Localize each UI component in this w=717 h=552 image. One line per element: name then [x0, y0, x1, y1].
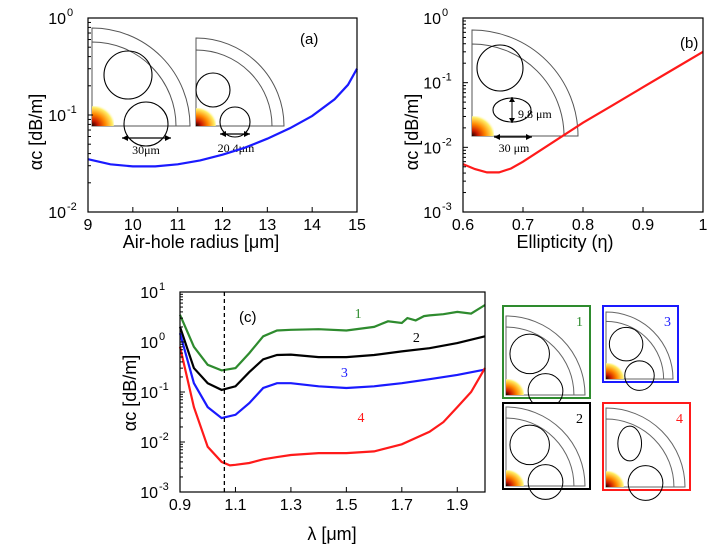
- panel-b-y-tick-exponent: 0: [442, 7, 448, 19]
- panel-a-inset-2: 20.4μm: [195, 37, 285, 155]
- panel-a-inset-1-mode-glyph: [92, 106, 114, 126]
- panel-c-y-tick-label: 10: [140, 335, 158, 352]
- panel-a-series-line: [87, 68, 358, 168]
- panel-a-x-tick-label: 14: [303, 217, 321, 234]
- panel-c-y-tick-exponent: 1: [159, 281, 165, 293]
- panel-a-label: (a): [300, 31, 318, 48]
- panel-b-inset-label-major: 30 μm: [499, 141, 530, 155]
- panel-c-legend-box-2: 2: [502, 402, 591, 500]
- panel-a-chart: αc [dB/m] Air-hole radius [μm] (a) 30μm …: [26, 7, 366, 252]
- panel-b-y-tick-exponent: -1: [442, 72, 452, 84]
- panel-c-curve-label-1: 1: [355, 307, 362, 322]
- panel-a-x-tick-label: 11: [169, 217, 186, 234]
- panel-c-legend-box-1-mode-glyph: [506, 379, 524, 395]
- panel-c-y-tick-label: 10: [140, 285, 158, 302]
- panel-c-y-tick-label: 10: [140, 435, 158, 452]
- panel-c-x-tick-label: 1.9: [446, 497, 468, 514]
- panel-a-y-tick-label: 10: [48, 11, 66, 28]
- panel-a-inset-1-label: 30μm: [132, 143, 160, 157]
- panel-b-x-tick-label: 0.6: [452, 217, 474, 234]
- panel-c-y-tick-exponent: -3: [159, 481, 169, 493]
- panel-b-inset: 9.8 μm 30 μm: [471, 29, 579, 155]
- panel-b-x-tick-label: 0.8: [572, 217, 594, 234]
- panel-c-legend-box-1: 1: [502, 305, 591, 409]
- panel-b-ylabel: αc [dB/m]: [402, 94, 422, 170]
- panel-c-legend-box-1-label: 1: [576, 315, 583, 330]
- panel-b-x-tick-label: 0.7: [512, 217, 534, 234]
- panel-c-label: (c): [239, 309, 257, 326]
- panel-c-plot-frame: [179, 291, 486, 493]
- panel-c-curve-label-3: 3: [341, 366, 348, 381]
- panel-c-x-tick-label: 1.1: [224, 497, 246, 514]
- panel-a-y-tick-exponent: 0: [67, 7, 73, 19]
- panel-c-series-line-2: [178, 326, 486, 392]
- panel-c-y-tick-exponent: 0: [159, 331, 165, 343]
- panel-a-inset-1: 30μm: [91, 27, 191, 157]
- panel-b-y-tick-exponent: -2: [442, 136, 452, 148]
- panel-c-series-line-4: [178, 346, 486, 467]
- panel-a-x-tick-label: 15: [348, 217, 366, 234]
- panel-c-curve-label-2: 2: [413, 331, 420, 346]
- panel-b-y-tick-label: 10: [423, 76, 441, 93]
- panel-b-y-tick-label: 10: [423, 205, 441, 222]
- panel-b-label: (b): [680, 35, 698, 52]
- panel-b-chart: αc [dB/m] Ellipticity (η) (b) 9.8 μm 30 …: [402, 7, 708, 252]
- panel-b-xlabel: Ellipticity (η): [516, 232, 613, 252]
- panel-b-inset-label-minor: 9.8 μm: [518, 107, 552, 121]
- panel-b-plot-frame: [462, 17, 704, 213]
- panel-c-legend-box-3-mode-glyph: [606, 363, 624, 379]
- panel-c-curve-label-4: 4: [357, 411, 364, 426]
- panel-b-y-tick-label: 10: [423, 140, 441, 157]
- panel-a-inset-2-label: 20.4μm: [218, 141, 255, 155]
- panel-b-inset-mode-glyph: [472, 116, 494, 136]
- panel-c-legend-box-3-label: 3: [664, 315, 671, 330]
- panel-c-legend-box-4-label: 4: [676, 412, 683, 427]
- panel-a-y-tick-label: 10: [48, 108, 66, 125]
- panel-c-x-tick-label: 1.5: [335, 497, 357, 514]
- panel-a-x-tick-label: 13: [258, 217, 276, 234]
- panel-a-inset-2-mode-glyph: [196, 108, 216, 126]
- panel-b-y-tick-exponent: -3: [442, 201, 452, 213]
- panel-c-ylabel: αc [dB/m]: [120, 355, 140, 431]
- panel-c-y-tick-exponent: -2: [159, 431, 169, 443]
- panel-b-y-tick-label: 10: [423, 11, 441, 28]
- panel-a-x-tick-label: 12: [214, 217, 232, 234]
- panel-c-y-tick-label: 10: [140, 385, 158, 402]
- panel-b-x-tick-label: 1: [699, 217, 708, 234]
- panel-c-legend-box-3: 3: [602, 305, 679, 391]
- panel-c-y-tick-label: 10: [140, 485, 158, 502]
- panel-c-y-tick-exponent: -1: [159, 381, 169, 393]
- panel-c-legend-box-4: 4: [602, 402, 691, 501]
- panel-a-xlabel: Air-hole radius [μm]: [123, 232, 279, 252]
- panel-c-legend-boxes: 1 3 2 4: [502, 305, 691, 501]
- panel-c-legend-box-4-mode-glyph: [606, 471, 624, 487]
- panel-c-chart: αc [dB/m] λ [μm] (c) 0.9 1.1 1.3 1.5 1.7 1.9 1…: [120, 281, 486, 544]
- panel-c-series-line-1: [178, 304, 486, 372]
- panel-b-series-line: [462, 50, 704, 174]
- panel-a-x-tick-label: 10: [124, 217, 142, 234]
- panel-a-y-tick-label: 10: [48, 205, 66, 222]
- panel-c-x-tick-label: 1.7: [391, 497, 413, 514]
- panel-a-ylabel: αc [dB/m]: [26, 94, 46, 170]
- panel-b-x-tick-label: 0.9: [632, 217, 654, 234]
- panel-a-x-tick-label: 9: [84, 217, 93, 234]
- panel-c-x-tick-label: 0.9: [169, 497, 191, 514]
- panel-c-xlabel: λ [μm]: [307, 524, 356, 544]
- panel-c-legend-box-2-mode-glyph: [506, 470, 524, 486]
- panel-c-legend-box-2-label: 2: [576, 412, 583, 427]
- panel-a-y-tick-exponent: -1: [67, 104, 77, 116]
- panel-c-x-tick-label: 1.3: [280, 497, 302, 514]
- panel-a-y-tick-exponent: -2: [67, 201, 77, 213]
- panel-c-series-line-3: [178, 332, 486, 420]
